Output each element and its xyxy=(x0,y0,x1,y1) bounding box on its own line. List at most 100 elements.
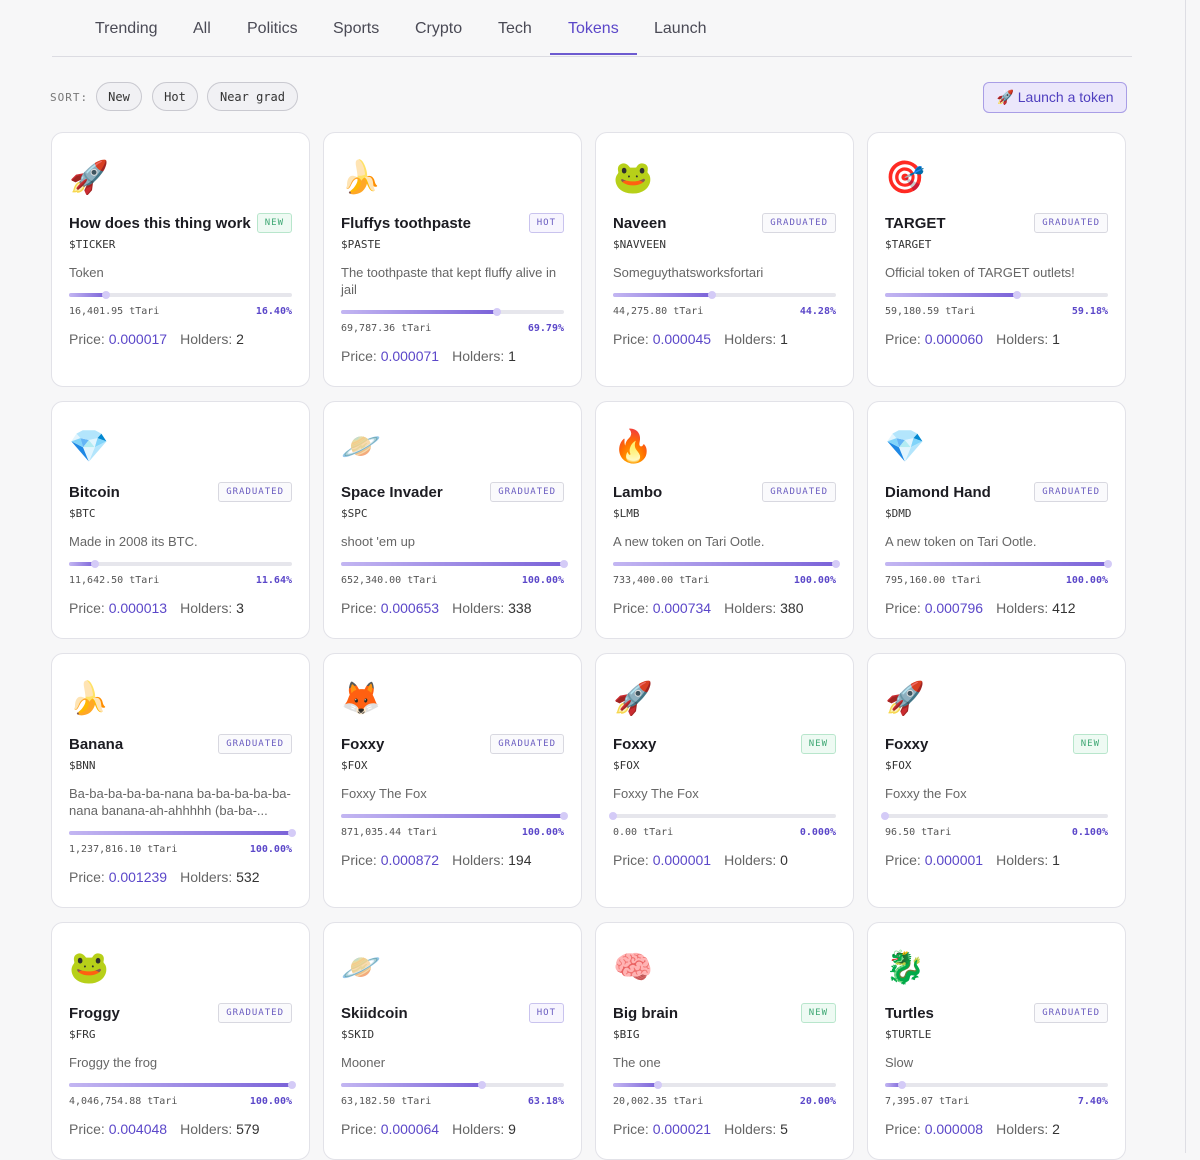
progress-fill xyxy=(885,562,1108,566)
sort-chip[interactable]: Hot xyxy=(152,82,198,111)
holders-label: Holders: xyxy=(180,1121,232,1137)
token-name: Skiidcoin xyxy=(341,1005,408,1022)
progress-percent: 100.00% xyxy=(794,575,836,586)
progress-dot xyxy=(493,308,501,316)
price-label: Price: xyxy=(69,600,105,616)
price-label: Price: xyxy=(613,1121,649,1137)
holders-value: 380 xyxy=(780,600,803,616)
token-name: Foxxy xyxy=(885,736,928,753)
progress-dot xyxy=(91,560,99,568)
holders-value: 0 xyxy=(780,852,788,868)
holders-label: Holders: xyxy=(180,600,232,616)
sort-chip[interactable]: New xyxy=(96,82,142,111)
token-ticker: $PASTE xyxy=(341,238,564,251)
progress-dot xyxy=(881,812,889,820)
token-icon: 🔥 xyxy=(613,426,836,466)
tab[interactable]: Launch xyxy=(636,0,725,55)
scrollbar xyxy=(1185,0,1186,1153)
holders-value: 412 xyxy=(1052,600,1075,616)
price-label: Price: xyxy=(613,852,649,868)
token-icon: 🪐 xyxy=(341,426,564,466)
token-ticker: $TARGET xyxy=(885,238,1108,251)
sort-chip[interactable]: Near grad xyxy=(207,82,298,111)
token-badge: HOT xyxy=(529,213,564,233)
progress-fill xyxy=(341,562,564,566)
progress-track xyxy=(613,814,836,818)
tab[interactable]: Politics xyxy=(229,0,316,55)
token-icon: 🪐 xyxy=(341,947,564,987)
token-ticker: $BIG xyxy=(613,1028,836,1041)
tab[interactable]: Tech xyxy=(480,0,550,55)
raised-amount: 96.50 tTari xyxy=(885,827,951,838)
price-value: 0.000017 xyxy=(109,331,167,347)
progress-percent: 0.100% xyxy=(1072,827,1108,838)
token-description: Ba-ba-ba-ba-ba-nana ba-ba-ba-ba-ba-nana … xyxy=(69,785,292,819)
token-icon: 🧠 xyxy=(613,947,836,987)
raised-amount: 0.00 tTari xyxy=(613,827,673,838)
price-value: 0.000001 xyxy=(925,852,983,868)
token-ticker: $DMD xyxy=(885,507,1108,520)
tab[interactable]: Crypto xyxy=(397,0,480,55)
progress-track xyxy=(69,831,292,835)
tab[interactable]: Trending xyxy=(77,0,176,55)
tab[interactable]: All xyxy=(175,0,229,55)
raised-amount: 20,002.35 tTari xyxy=(613,1096,703,1107)
progress-percent: 100.00% xyxy=(250,1096,292,1107)
token-ticker: $TURTLE xyxy=(885,1028,1108,1041)
tab[interactable]: Tokens xyxy=(550,0,637,55)
token-description: Someguythatsworksfortari xyxy=(613,264,836,281)
progress-percent: 11.64% xyxy=(256,575,292,586)
token-badge: GRADUATED xyxy=(218,1003,292,1023)
progress-percent: 59.18% xyxy=(1072,306,1108,317)
progress-track xyxy=(341,562,564,566)
raised-amount: 44,275.80 tTari xyxy=(613,306,703,317)
progress-track xyxy=(613,562,836,566)
raised-amount: 795,160.00 tTari xyxy=(885,575,981,586)
holders-label: Holders: xyxy=(452,348,504,364)
raised-amount: 4,046,754.88 tTari xyxy=(69,1096,177,1107)
progress-track xyxy=(613,1083,836,1087)
launch-button[interactable]: 🚀 Launch a token xyxy=(983,82,1127,113)
tab[interactable]: Sports xyxy=(315,0,397,55)
holders-label: Holders: xyxy=(452,852,504,868)
token-name: Foxxy xyxy=(613,736,656,753)
price-label: Price: xyxy=(69,869,105,885)
token-name: Naveen xyxy=(613,215,666,232)
holders-value: 2 xyxy=(236,331,244,347)
token-icon: 🐸 xyxy=(69,947,292,987)
token-ticker: $NAVVEEN xyxy=(613,238,836,251)
holders-value: 9 xyxy=(508,1121,516,1137)
